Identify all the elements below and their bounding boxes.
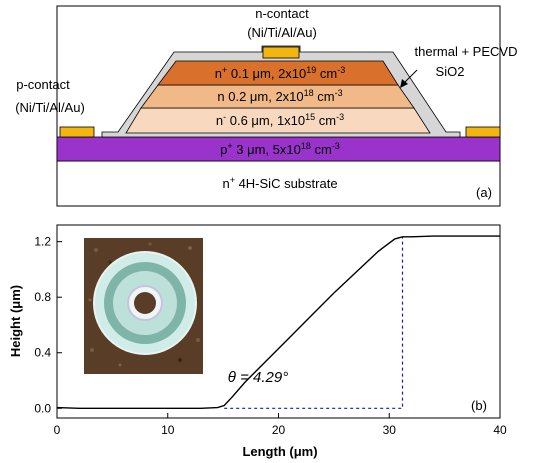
passivation-material-label: SiO2 (436, 64, 465, 79)
angle-annotation: θ = 4.29° (228, 369, 288, 386)
p-plus-layer (56, 136, 501, 162)
p-contact-material-label: (Ni/Ti/Al/Au) (15, 100, 85, 115)
x-tick-label: 10 (161, 423, 175, 437)
layer-n-minus-label: n- 0.6 μm, 1x1015 cm-3 (216, 112, 344, 128)
substrate-label: n+ 4H-SiC substrate (222, 175, 337, 191)
layer-n-plus-label: n+ 0.1 μm, 2x1019 cm-3 (215, 65, 346, 81)
inset-texture (88, 242, 200, 367)
x-tick-label: 20 (272, 423, 286, 437)
y-axis-label: Height (μm) (8, 285, 23, 357)
layer-p-plus-label: p+ 3 μm, 5x1018 cm-3 (220, 141, 340, 157)
n-contact-label: n-contact (255, 6, 309, 21)
x-tick-label: 30 (383, 423, 397, 437)
panel-a-device-cross-section: n+ 0.1 μm, 2x1019 cm-3 n 0.2 μm, 2x1018 … (15, 5, 518, 207)
layer-n-label: n 0.2 μm, 2x1018 cm-3 (217, 88, 342, 104)
y-tick-label: 0.8 (34, 290, 51, 304)
n-plus-layer (157, 60, 399, 86)
passivation-label: thermal + PECVD (415, 44, 518, 59)
y-tick-label: 1.2 (34, 235, 51, 249)
panel-a-label: (a) (476, 185, 492, 200)
n-contact-pad (262, 46, 300, 59)
x-tick-label: 0 (54, 423, 61, 437)
y-tick-label: 0.0 (34, 401, 51, 415)
p-contact-pad-left (59, 126, 95, 138)
n-contact-material-label: (Ni/Ti/Al/Au) (247, 25, 317, 40)
axes-layer: 0 10 20 30 40 0.0 0.4 0.8 1.2 (34, 235, 507, 437)
passivation-arrowhead (400, 79, 408, 88)
data-layer (56, 235, 500, 409)
panel-b-label: (b) (471, 398, 487, 413)
mesa-center-hole (134, 292, 156, 314)
passivation-arrow (402, 69, 418, 85)
p-contact-label: p-contact (16, 77, 70, 92)
x-axis-label: Length (μm) (242, 444, 317, 459)
optical-micrograph-inset (84, 238, 203, 374)
x-tick-label: 40 (493, 423, 507, 437)
p-contact-pad-right (465, 126, 501, 138)
height-profile-line (56, 235, 500, 409)
y-tick-label: 0.4 (34, 346, 51, 360)
panel-b-height-profile-chart: 0 10 20 30 40 0.0 0.4 0.8 1.2 θ = 4.29° (b) Leng… (8, 224, 507, 459)
